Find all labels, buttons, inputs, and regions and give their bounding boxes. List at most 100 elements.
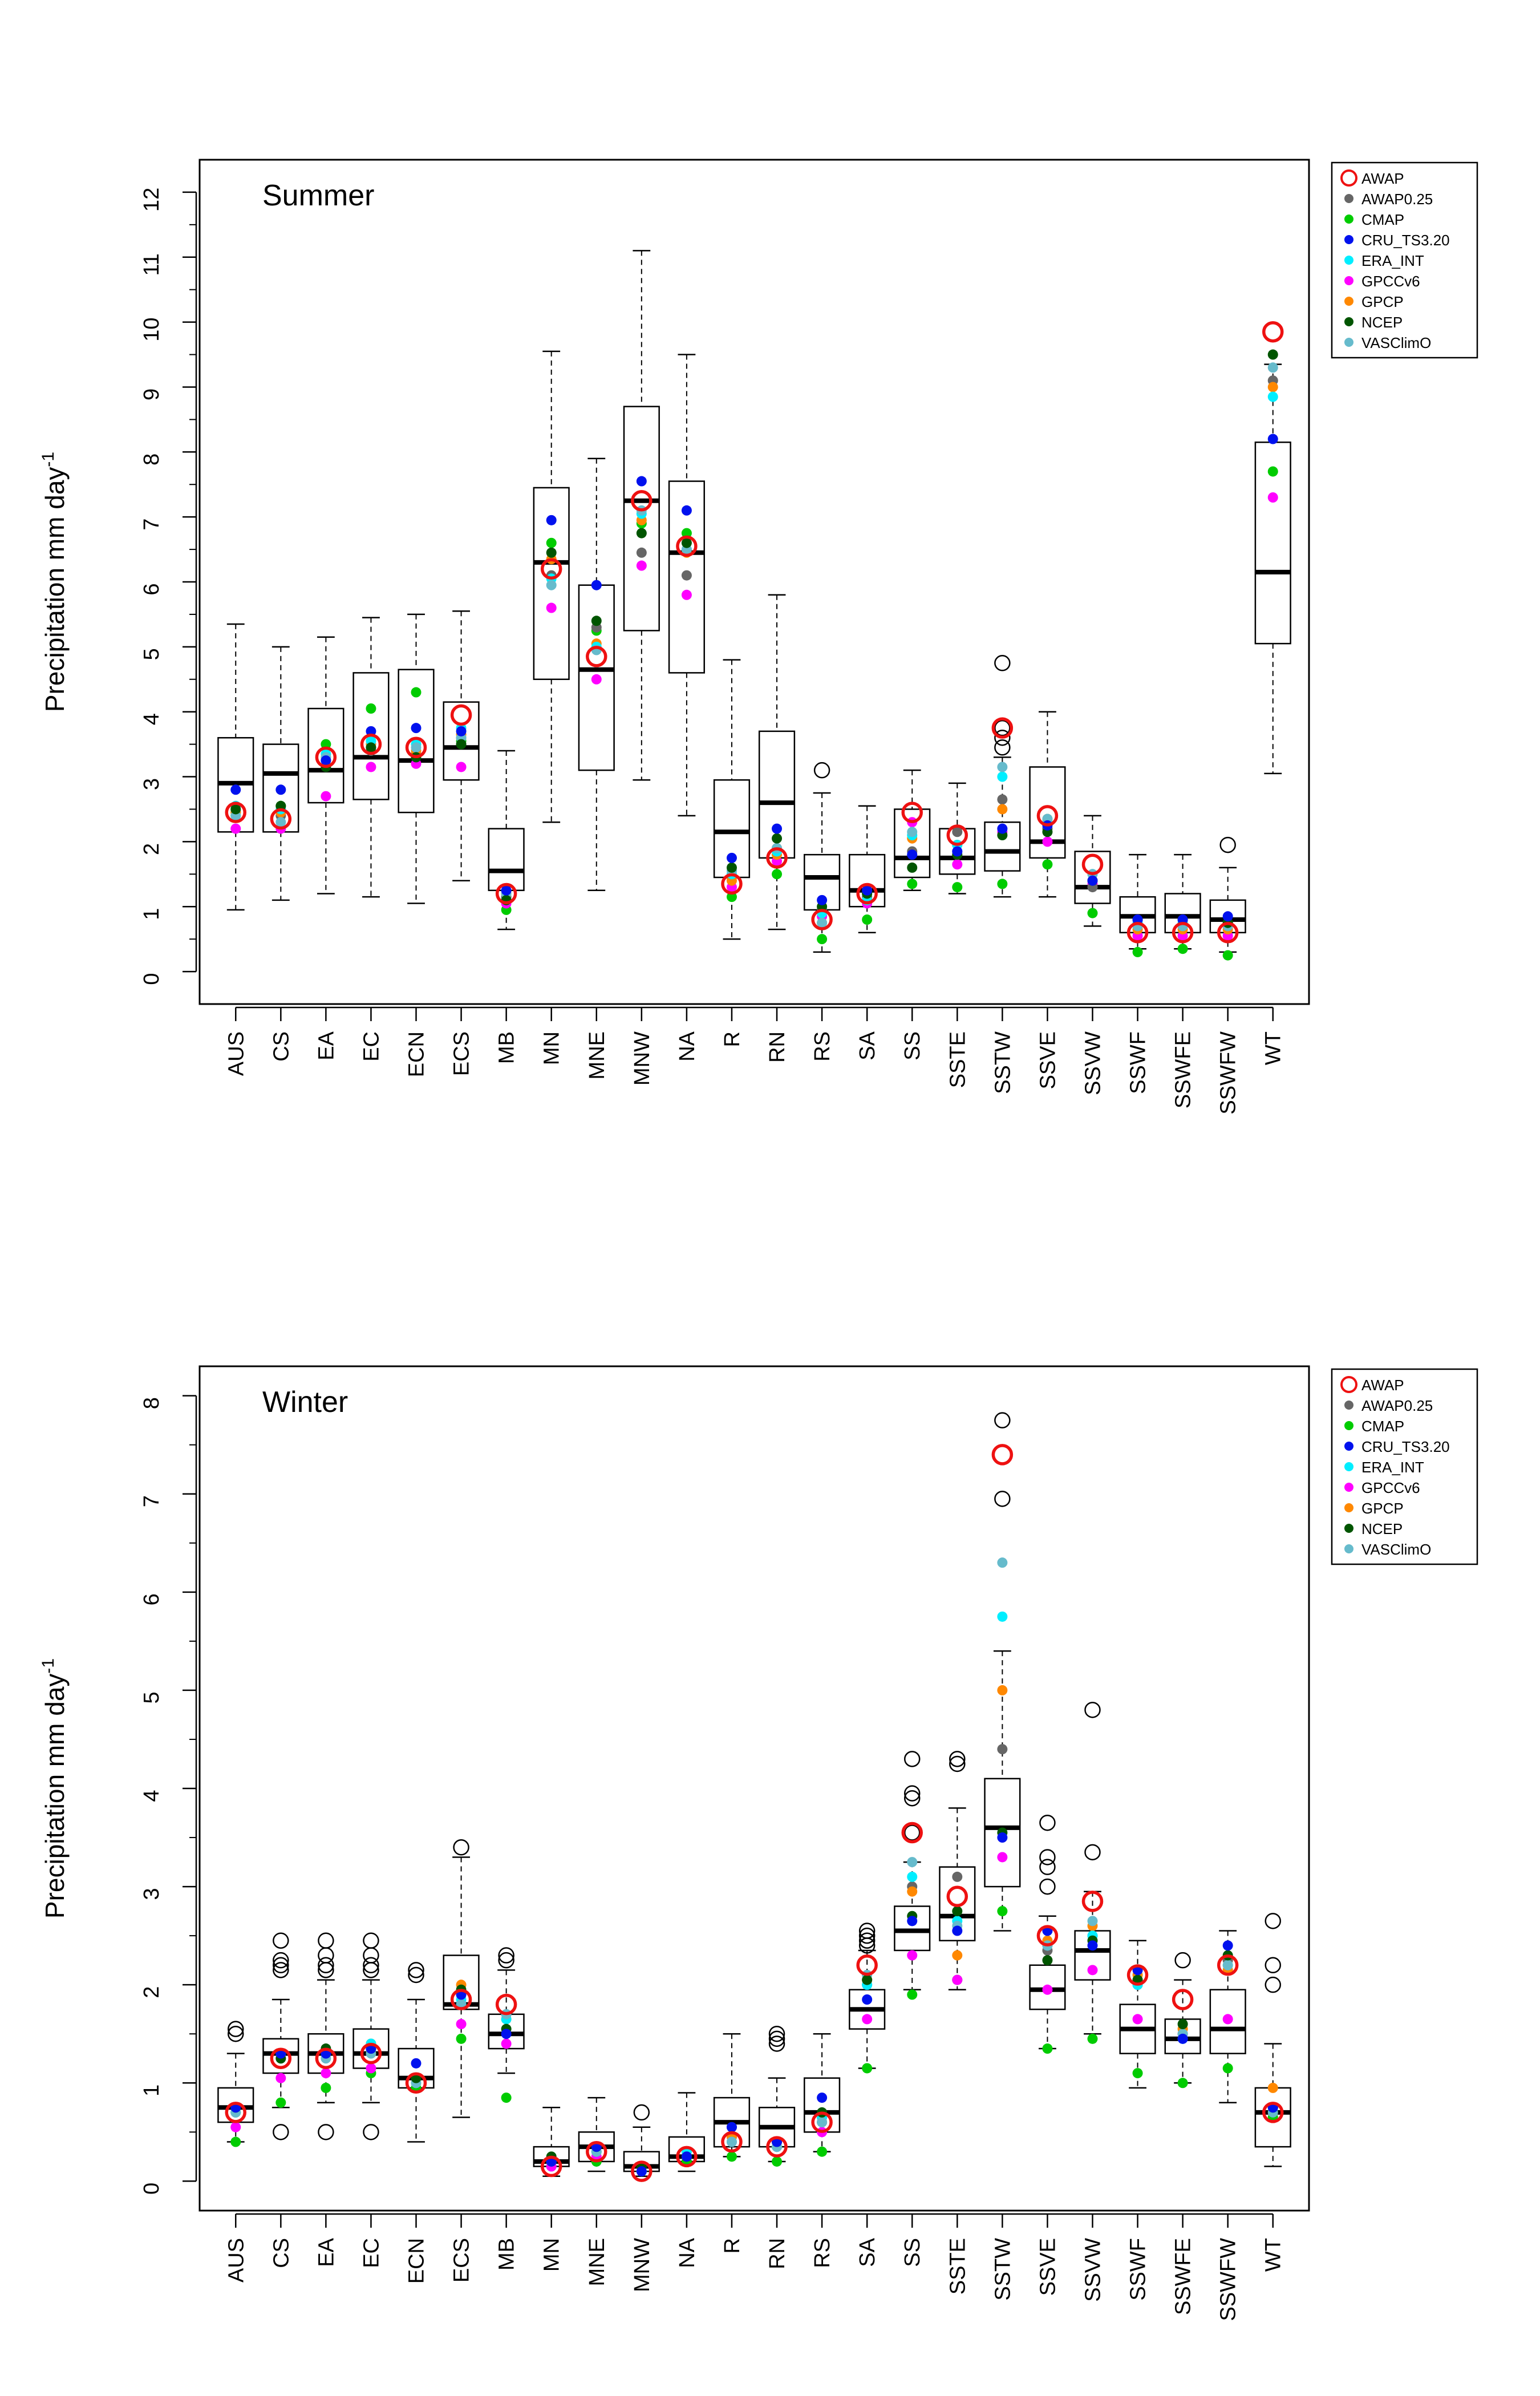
outlier-point (363, 1947, 379, 1964)
outlier-point (768, 2035, 785, 2052)
outlier-point (768, 2030, 785, 2047)
dot-awap (766, 847, 788, 869)
y-tick-label: 10 (140, 317, 164, 341)
dot-gpccv6 (366, 762, 376, 772)
y-tick-label: 7 (140, 1495, 164, 1507)
dot-cru-ts3-20 (1177, 2033, 1188, 2044)
outlier-point (318, 1957, 334, 1974)
legend-label: VASClimO (1361, 1541, 1431, 1558)
outlier-point (408, 1966, 424, 1984)
dot-awap (540, 558, 562, 580)
dot-cmap (230, 2136, 241, 2147)
dot-ncep (230, 804, 241, 815)
dot-awap (676, 535, 698, 557)
dot-awap (631, 2160, 653, 2182)
y-axis-title-exponent: -1 (39, 1658, 58, 1674)
y-axis-title: Precipitation mm day-1 (39, 452, 70, 712)
dot-gpccv6 (681, 589, 692, 600)
outlier-point (228, 2025, 244, 2042)
legend-label: NCEP (1361, 1520, 1403, 1537)
outlier-point (768, 2025, 785, 2042)
category-group-ea: EA (307, 1932, 345, 2267)
dot-awap (811, 2111, 833, 2133)
dot-awap (991, 1444, 1014, 1466)
dot-cru-ts3-20 (907, 1916, 918, 1926)
legend-label: CRU_TS3.20 (1361, 232, 1450, 249)
dot-cmap (321, 2082, 331, 2093)
outlier-point (903, 1824, 921, 1841)
outlier-point (1265, 1976, 1281, 1993)
dot-awap (946, 1885, 968, 1908)
x-tick-label: ECS (450, 2238, 474, 2282)
dot-awap (1036, 805, 1059, 827)
x-tick-label: EA (314, 2237, 338, 2267)
dot-awap (1262, 321, 1284, 343)
outlier-point (363, 1957, 379, 1974)
dot-awap (540, 2155, 562, 2178)
x-tick-label: R (720, 2238, 744, 2253)
x-tick-label: EC (359, 2238, 383, 2268)
dot-awap (270, 808, 292, 830)
category-group-sswfw: SSWFW (1209, 836, 1246, 1115)
y-tick-label: 1 (140, 2085, 164, 2096)
dot-ncep (591, 616, 602, 626)
dot-gpccv6 (546, 602, 557, 613)
dot-awap (811, 909, 833, 930)
outlier-point (949, 1755, 966, 1772)
outlier-point (1084, 1702, 1101, 1718)
y-tick-label: 1 (140, 908, 164, 920)
dot-gpcp (1267, 382, 1278, 392)
dot-awap (405, 736, 427, 759)
category-group-sswfw: SSWFW (1209, 1930, 1246, 2321)
category-group-sstw: SSTW (984, 1412, 1021, 2301)
dot-awap (1217, 1954, 1239, 1976)
outlier-point (498, 1947, 514, 1964)
category-group-rn: RN (758, 2025, 796, 2269)
panel-title: Winter (262, 1386, 348, 1419)
y-tick-label: 3 (140, 778, 164, 790)
dot-gpccv6 (1042, 1984, 1053, 1995)
dot-awap (1126, 1964, 1149, 1986)
dot-cmap (1132, 946, 1143, 957)
x-tick-label: SA (856, 2237, 880, 2267)
dot-cmap (726, 892, 737, 902)
dot-era-int (997, 1611, 1008, 1622)
dot-awap (450, 1989, 472, 2010)
dot-era-int (997, 771, 1008, 782)
category-group-sa: SA (849, 805, 886, 1061)
dot-cmap (907, 879, 918, 889)
dot-cmap (411, 687, 422, 698)
outlier-point (903, 1751, 921, 1767)
iqr-box (398, 669, 435, 813)
outlier-point (273, 1957, 289, 1974)
dot-awap (495, 1993, 517, 2015)
dot-gpccv6 (1267, 492, 1278, 503)
dot-gpccv6 (456, 762, 467, 772)
x-tick-label: RS (810, 1031, 834, 1062)
dot-awap (721, 873, 743, 895)
dot-ncep (952, 1906, 963, 1917)
category-group-rn: RN (758, 594, 796, 1063)
y-tick-label: 8 (140, 454, 164, 466)
x-tick-label: CS (269, 1031, 293, 1062)
dot-cmap (1177, 2078, 1188, 2089)
dot-awap0-25 (952, 827, 963, 837)
x-tick-label: SSWFW (1217, 2238, 1241, 2321)
dot-gpcp (997, 1685, 1008, 1695)
x-tick-label: RS (810, 2238, 834, 2268)
outlier-point (633, 2104, 650, 2121)
dot-vasclimo (1222, 1960, 1233, 1970)
dot-gpccv6 (1042, 836, 1053, 847)
outlier-point (903, 1790, 921, 1807)
dot-gpccv6 (230, 2122, 241, 2132)
x-tick-label: MN (540, 2238, 564, 2272)
y-tick-label: 7 (140, 519, 164, 531)
category-group-sstw: SSTW (984, 655, 1021, 1094)
x-tick-label: MNE (585, 2238, 609, 2286)
y-tick-label: 6 (140, 583, 164, 595)
x-tick-label: SSVW (1081, 2238, 1105, 2302)
outlier-point (1039, 1878, 1056, 1895)
dot-cmap (321, 739, 331, 750)
y-axis-title-text: Precipitation mm day (40, 1674, 70, 1919)
category-group-sste: SSTE (939, 782, 976, 1088)
